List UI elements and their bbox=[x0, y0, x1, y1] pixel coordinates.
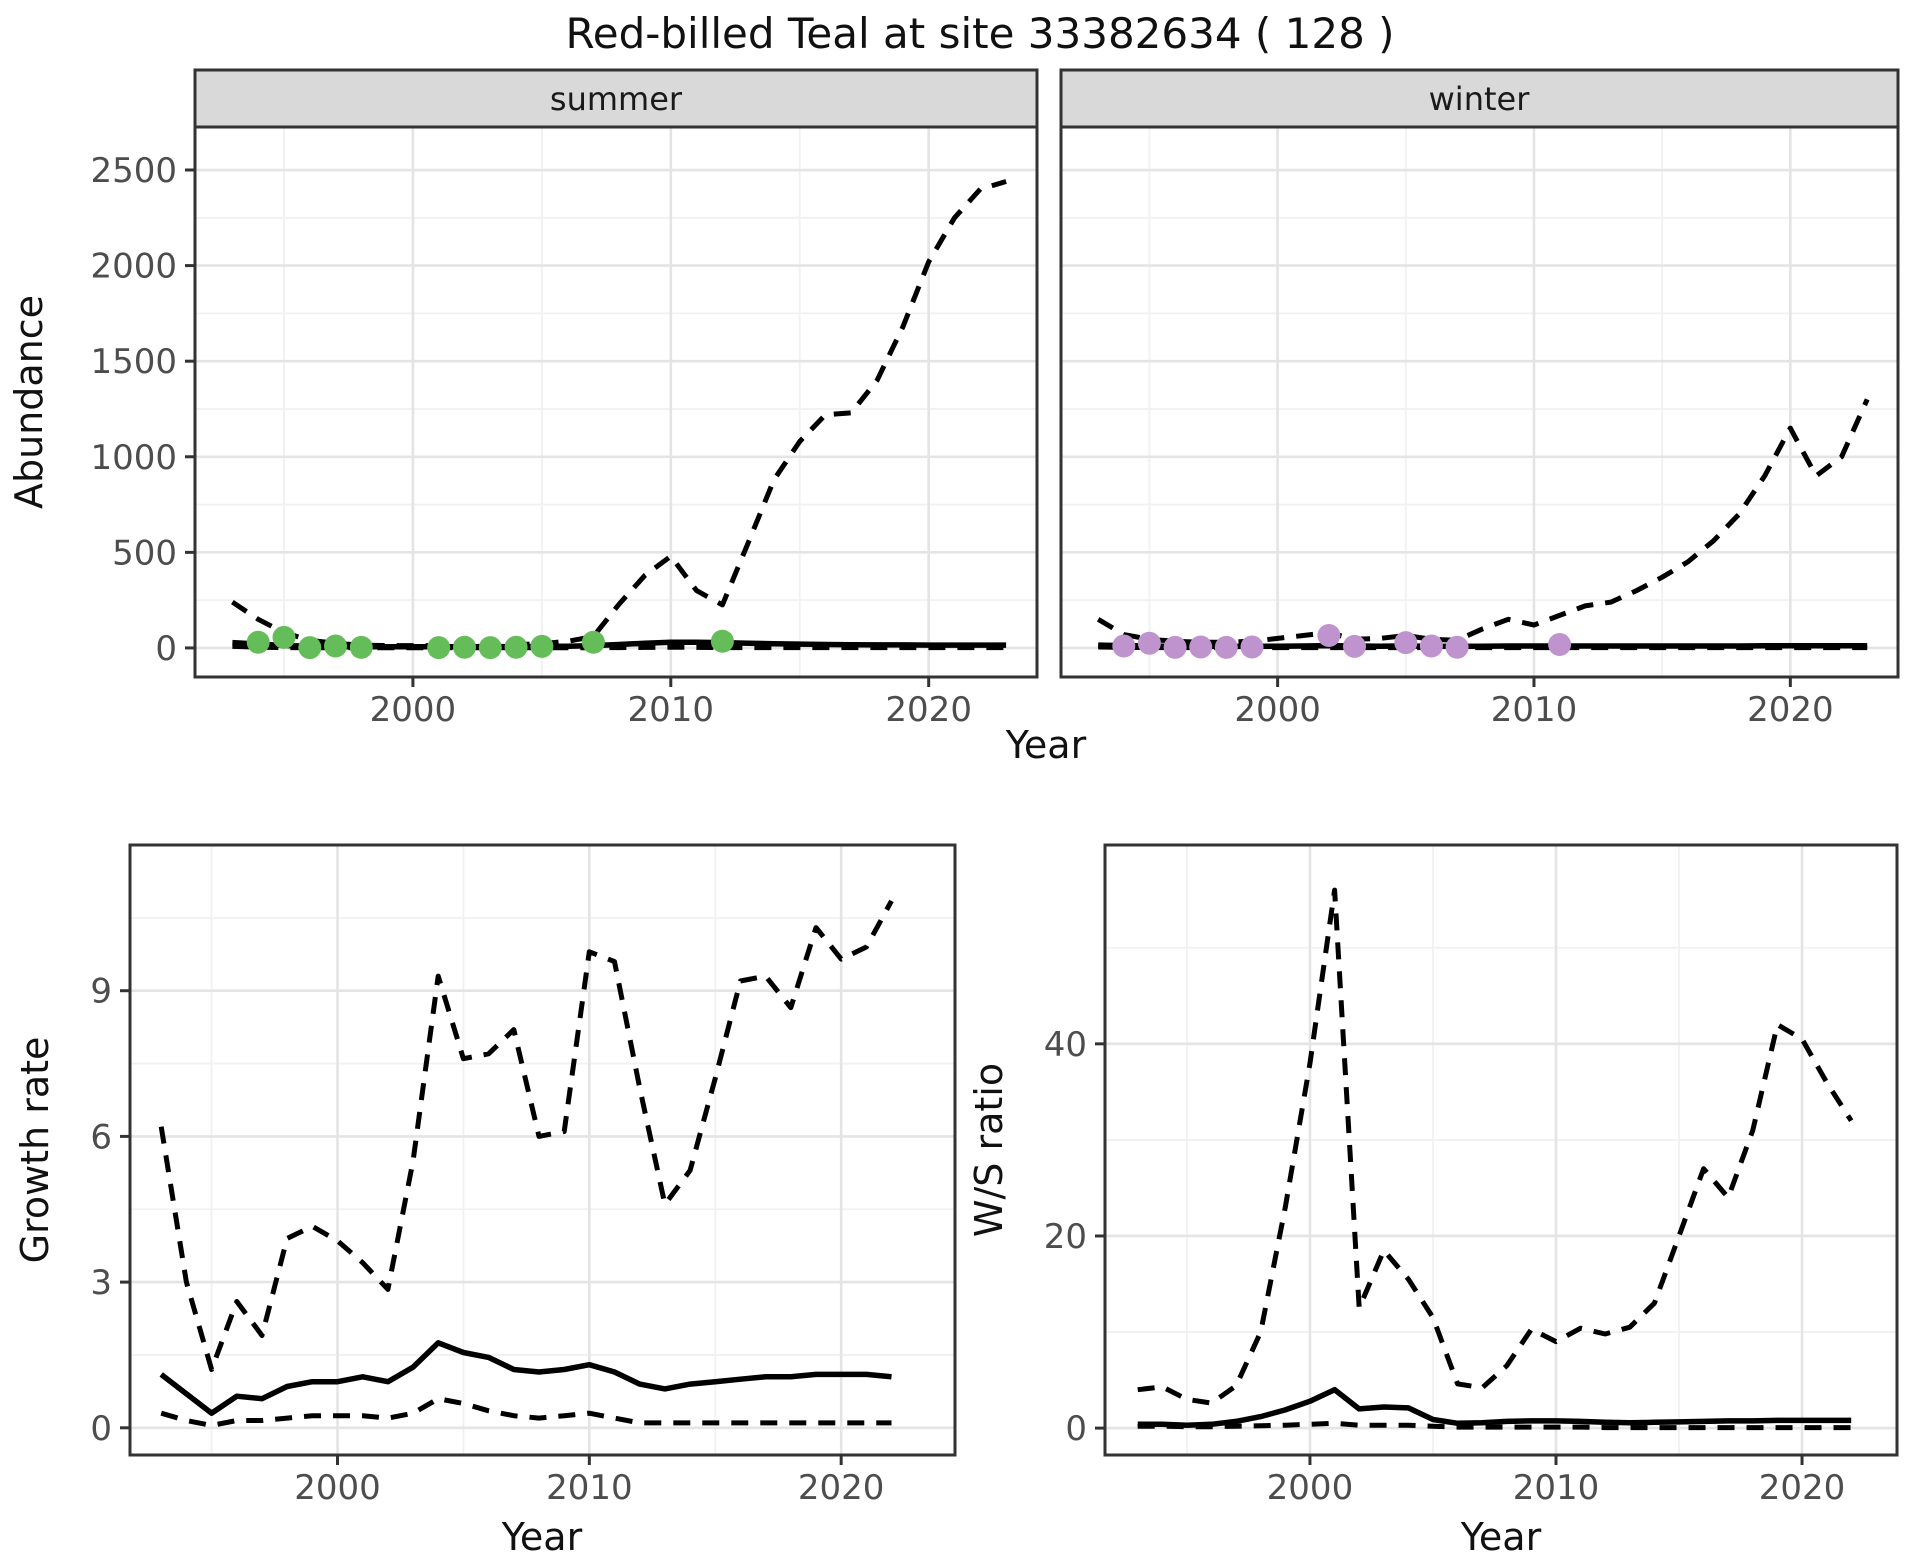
y-tick-label: 3 bbox=[90, 1263, 112, 1303]
y-tick-label: 6 bbox=[90, 1117, 112, 1157]
y-axis-title-ws-ratio: W/S ratio bbox=[967, 1063, 1011, 1237]
observed-count-point bbox=[1112, 634, 1136, 658]
x-tick-label: 2010 bbox=[1491, 690, 1578, 730]
x-axis-title-top: Year bbox=[1005, 723, 1087, 767]
y-tick-label: 500 bbox=[112, 533, 177, 573]
observed-count-point bbox=[1394, 631, 1418, 655]
x-axis-title-growth-rate: Year bbox=[501, 1515, 583, 1559]
observed-count-point bbox=[1445, 635, 1469, 659]
x-tick-label: 2020 bbox=[1747, 690, 1834, 730]
panel-background bbox=[1061, 127, 1898, 677]
observed-count-point bbox=[1548, 633, 1572, 656]
labels-container: Red-billed Teal at site 33382634 ( 128 )… bbox=[7, 9, 1542, 1559]
observed-count-point bbox=[349, 635, 373, 659]
panel-growth_rate: 2000 2010 2020 0 3 6 9 bbox=[90, 843, 957, 1508]
panel-ws_ratio: 2000 2010 2020 0 20 40 bbox=[1044, 843, 1899, 1508]
x-tick-label: 2000 bbox=[370, 690, 457, 730]
observed-count-point bbox=[1419, 634, 1443, 658]
y-tick-label: 2500 bbox=[90, 151, 177, 191]
observed-count-point bbox=[478, 636, 502, 660]
x-tick-label: 2010 bbox=[628, 690, 715, 730]
y-axis-title-abundance: Abundance bbox=[7, 295, 51, 509]
y-tick-label: 2000 bbox=[90, 247, 177, 287]
series-mean-line bbox=[1137, 1386, 1852, 1428]
observed-count-point bbox=[324, 634, 347, 658]
panel-abundance_summer: 2000 2010 2020 0 500 1000 1500 2000 2500 bbox=[90, 68, 1039, 730]
series-lower_ci-line bbox=[160, 1396, 892, 1428]
panel-background bbox=[1105, 845, 1897, 1455]
observed-count-point bbox=[272, 625, 296, 649]
observed-count-point bbox=[504, 635, 528, 659]
y-tick-label: 40 bbox=[1044, 1025, 1087, 1065]
y-tick-label: 0 bbox=[90, 1409, 112, 1449]
observed-count-point bbox=[1137, 631, 1161, 655]
series-lower_ci-line bbox=[1137, 1420, 1852, 1431]
facet-strip bbox=[193, 68, 1039, 129]
observed-count-point bbox=[246, 630, 270, 654]
observed-count-point bbox=[530, 634, 554, 658]
x-tick-label: 2020 bbox=[1759, 1468, 1846, 1508]
panel-background bbox=[130, 845, 955, 1455]
y-tick-label: 0 bbox=[1065, 1409, 1087, 1449]
panel-border bbox=[1103, 843, 1899, 1457]
y-tick-label: 1000 bbox=[90, 438, 177, 478]
x-tick-label: 2020 bbox=[885, 690, 972, 730]
observed-count-point bbox=[1317, 624, 1341, 647]
x-tick-label: 2010 bbox=[1513, 1468, 1600, 1508]
x-axis-title-ws-ratio: Year bbox=[1460, 1515, 1542, 1559]
x-tick-label: 2010 bbox=[546, 1468, 633, 1508]
facet-strip bbox=[1059, 68, 1900, 129]
x-tick-label: 2000 bbox=[1234, 690, 1321, 730]
y-tick-label: 1500 bbox=[90, 342, 177, 382]
observed-count-point bbox=[1214, 635, 1238, 659]
observed-count-point bbox=[710, 629, 734, 653]
strip-label-summer: summer bbox=[550, 80, 683, 118]
chart-title: Red-billed Teal at site 33382634 ( 128 ) bbox=[565, 9, 1394, 58]
observed-count-point bbox=[1163, 635, 1187, 659]
panel-abundance_winter: 2000 2010 2020 bbox=[1059, 68, 1900, 730]
observed-count-point bbox=[581, 630, 605, 654]
observed-count-point bbox=[1343, 634, 1366, 658]
y-tick-label: 9 bbox=[90, 972, 112, 1012]
series-upper_ci-line bbox=[1137, 887, 1854, 1406]
series-upper_ci-line bbox=[231, 179, 1007, 649]
observed-count-point bbox=[453, 635, 476, 659]
y-axis-title-growth-rate: Growth rate bbox=[13, 1037, 57, 1264]
x-tick-label: 2000 bbox=[294, 1468, 381, 1508]
strip-label-winter: winter bbox=[1429, 80, 1531, 118]
x-tick-label: 2000 bbox=[1267, 1468, 1354, 1508]
panel-background bbox=[195, 127, 1037, 677]
series-mean-line bbox=[159, 1340, 892, 1416]
x-tick-label: 2020 bbox=[798, 1468, 885, 1508]
observed-count-point bbox=[427, 636, 451, 660]
observed-count-point bbox=[1189, 635, 1213, 659]
observed-count-point bbox=[298, 636, 322, 660]
observed-count-point bbox=[1240, 635, 1264, 659]
panel-border bbox=[128, 843, 957, 1457]
y-tick-label: 20 bbox=[1044, 1217, 1087, 1257]
y-tick-label: 0 bbox=[155, 629, 177, 669]
series-upper_ci-line bbox=[158, 899, 894, 1372]
